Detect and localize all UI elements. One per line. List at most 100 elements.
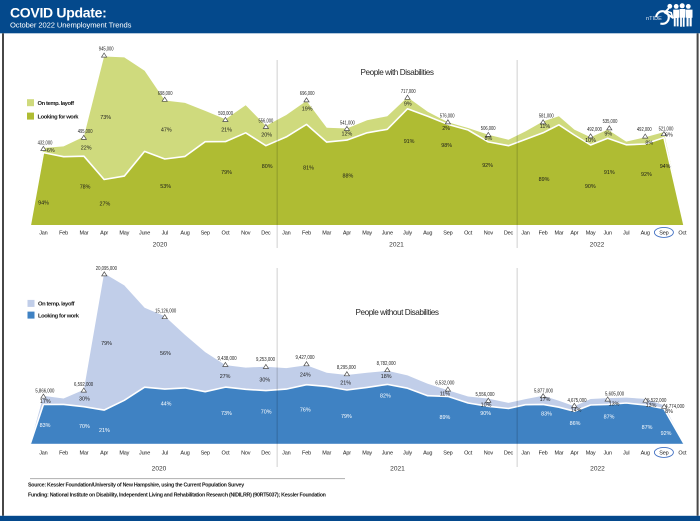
svg-text:492,000: 492,000 bbox=[587, 127, 602, 133]
svg-text:People without Disabilities: People without Disabilities bbox=[356, 308, 439, 317]
svg-text:Apr: Apr bbox=[570, 231, 578, 237]
svg-text:20,095,000: 20,095,000 bbox=[96, 266, 117, 272]
svg-text:9%: 9% bbox=[604, 132, 612, 138]
svg-text:Mar: Mar bbox=[554, 231, 563, 237]
svg-text:14%: 14% bbox=[571, 407, 582, 413]
svg-text:70%: 70% bbox=[79, 424, 90, 430]
svg-text:6%: 6% bbox=[47, 148, 55, 154]
svg-text:30%: 30% bbox=[259, 378, 270, 384]
svg-text:Sep: Sep bbox=[443, 231, 452, 237]
svg-text:Mar: Mar bbox=[79, 231, 88, 237]
svg-text:92%: 92% bbox=[661, 431, 672, 437]
svg-text:80%: 80% bbox=[262, 164, 273, 170]
svg-text:Nov: Nov bbox=[241, 231, 251, 237]
svg-text:nTIDE: nTIDE bbox=[646, 16, 662, 22]
svg-text:Feb: Feb bbox=[302, 231, 311, 237]
svg-text:Sep: Sep bbox=[659, 451, 668, 457]
svg-text:June: June bbox=[139, 451, 150, 457]
svg-text:Jul: Jul bbox=[162, 451, 168, 457]
svg-text:Feb: Feb bbox=[539, 231, 548, 237]
svg-text:88%: 88% bbox=[343, 174, 354, 180]
svg-text:87%: 87% bbox=[604, 414, 615, 420]
svg-text:27%: 27% bbox=[220, 374, 231, 380]
svg-text:17%: 17% bbox=[40, 399, 51, 405]
svg-text:Apr: Apr bbox=[570, 451, 578, 457]
svg-text:44%: 44% bbox=[161, 402, 172, 408]
svg-text:541,000: 541,000 bbox=[340, 120, 355, 126]
svg-text:21%: 21% bbox=[99, 428, 110, 434]
svg-text:Oct: Oct bbox=[678, 231, 687, 237]
svg-text:Feb: Feb bbox=[539, 451, 548, 457]
svg-text:Jan: Jan bbox=[282, 451, 290, 457]
svg-text:Source: Kessler Foundation/Uni: Source: Kessler Foundation/University of… bbox=[28, 482, 244, 488]
svg-text:73%: 73% bbox=[221, 411, 232, 417]
svg-text:593,000: 593,000 bbox=[218, 111, 233, 117]
svg-text:8,782,000: 8,782,000 bbox=[377, 361, 396, 367]
svg-text:Apr: Apr bbox=[100, 231, 108, 237]
svg-text:17%: 17% bbox=[540, 397, 551, 403]
svg-text:27%: 27% bbox=[100, 202, 111, 208]
svg-text:4,774,000: 4,774,000 bbox=[665, 404, 684, 410]
svg-text:20%: 20% bbox=[261, 133, 272, 139]
svg-text:79%: 79% bbox=[101, 341, 112, 347]
svg-text:May: May bbox=[362, 451, 372, 457]
svg-text:90%: 90% bbox=[480, 411, 491, 417]
svg-text:8,295,000: 8,295,000 bbox=[337, 365, 356, 371]
svg-text:Mar: Mar bbox=[322, 451, 331, 457]
svg-text:432,000: 432,000 bbox=[38, 140, 53, 146]
svg-text:6,592,000: 6,592,000 bbox=[74, 382, 93, 388]
svg-text:Sep: Sep bbox=[443, 451, 452, 457]
svg-text:22%: 22% bbox=[81, 146, 92, 152]
svg-text:76%: 76% bbox=[300, 407, 311, 413]
svg-text:Dec: Dec bbox=[504, 231, 514, 237]
svg-text:8%: 8% bbox=[645, 140, 653, 146]
svg-text:94%: 94% bbox=[38, 201, 49, 207]
svg-text:Sep: Sep bbox=[201, 231, 210, 237]
svg-text:21%: 21% bbox=[340, 381, 351, 387]
svg-text:5,522,000: 5,522,000 bbox=[647, 398, 666, 404]
svg-text:Dec: Dec bbox=[261, 451, 271, 457]
svg-text:Jan: Jan bbox=[39, 231, 47, 237]
svg-text:Oct: Oct bbox=[464, 451, 473, 457]
svg-text:87%: 87% bbox=[642, 425, 653, 431]
svg-text:Nov: Nov bbox=[484, 231, 494, 237]
svg-text:Mar: Mar bbox=[554, 451, 563, 457]
svg-text:945,000: 945,000 bbox=[99, 47, 114, 53]
svg-text:5,605,000: 5,605,000 bbox=[605, 391, 624, 397]
svg-text:82%: 82% bbox=[380, 394, 391, 400]
svg-text:5,877,000: 5,877,000 bbox=[534, 389, 553, 395]
svg-text:576,000: 576,000 bbox=[440, 114, 455, 120]
svg-text:Feb: Feb bbox=[59, 451, 68, 457]
svg-text:717,000: 717,000 bbox=[401, 89, 416, 95]
svg-text:2022: 2022 bbox=[590, 242, 605, 249]
svg-text:Apr: Apr bbox=[343, 231, 351, 237]
svg-text:2020: 2020 bbox=[153, 242, 168, 249]
svg-text:May: May bbox=[586, 231, 596, 237]
svg-text:556,000: 556,000 bbox=[259, 119, 274, 125]
svg-text:73%: 73% bbox=[100, 115, 111, 121]
svg-text:89%: 89% bbox=[440, 415, 451, 421]
svg-text:Looking for work: Looking for work bbox=[38, 313, 80, 319]
svg-text:Oct: Oct bbox=[222, 451, 231, 457]
svg-text:Mar: Mar bbox=[79, 451, 88, 457]
svg-text:Oct: Oct bbox=[678, 451, 687, 457]
svg-text:19%: 19% bbox=[302, 107, 313, 113]
svg-text:June: June bbox=[382, 451, 393, 457]
svg-text:8%: 8% bbox=[665, 409, 673, 415]
svg-text:91%: 91% bbox=[604, 170, 615, 176]
svg-text:Aug: Aug bbox=[180, 451, 189, 457]
svg-text:Nov: Nov bbox=[241, 451, 251, 457]
svg-text:90%: 90% bbox=[585, 184, 596, 190]
svg-text:89%: 89% bbox=[539, 177, 550, 183]
svg-text:8%: 8% bbox=[485, 136, 493, 142]
svg-text:9%: 9% bbox=[404, 102, 412, 108]
svg-text:June: June bbox=[382, 231, 393, 237]
svg-text:91%: 91% bbox=[404, 139, 415, 145]
svg-text:81%: 81% bbox=[303, 166, 314, 172]
svg-text:94%: 94% bbox=[660, 164, 671, 170]
svg-text:2022: 2022 bbox=[590, 466, 605, 473]
svg-text:581,000: 581,000 bbox=[539, 113, 554, 119]
svg-text:21%: 21% bbox=[221, 127, 232, 133]
svg-text:86%: 86% bbox=[570, 421, 581, 427]
svg-text:11%: 11% bbox=[440, 392, 451, 398]
